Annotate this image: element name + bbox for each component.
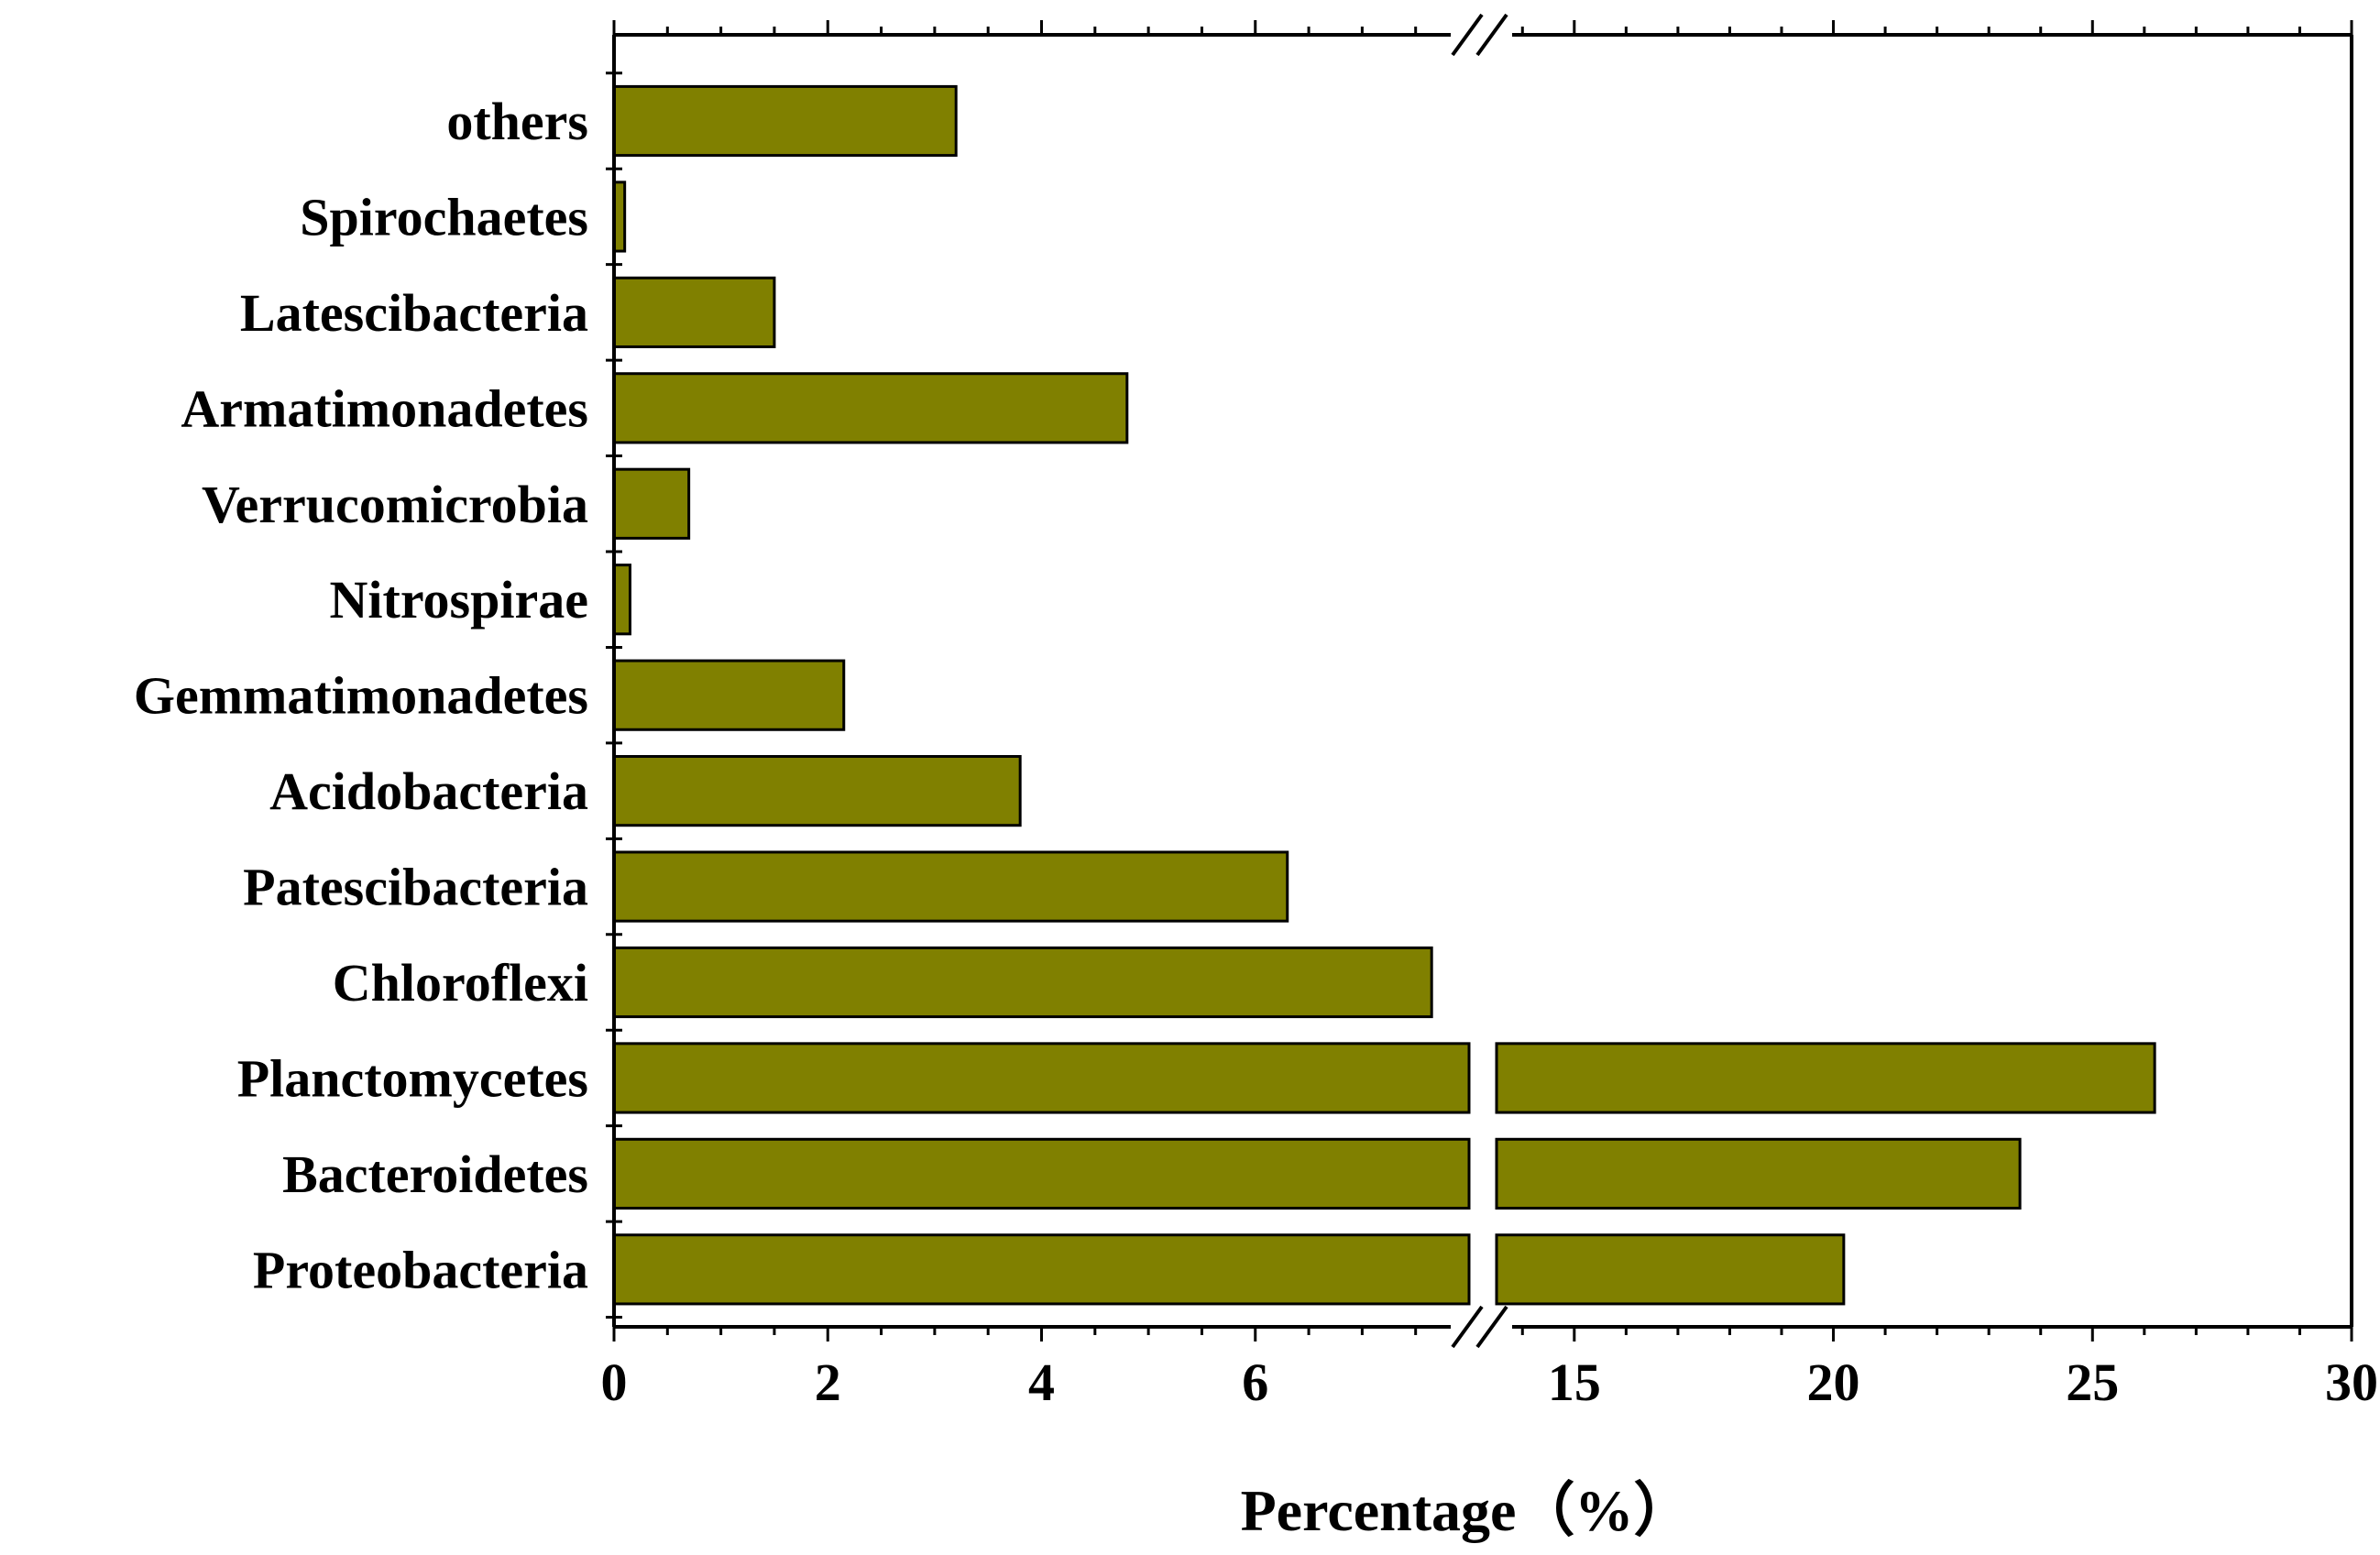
category-label-acidobacteria: Acidobacteria — [269, 761, 588, 821]
bar-gemmatimonadetes — [612, 659, 846, 731]
bar-proteobacteria-low-segment — [612, 1233, 1471, 1306]
bar-proteobacteria — [1495, 1233, 1846, 1306]
category-label-patescibacteria: Patescibacteria — [243, 858, 588, 917]
bar-bacteroidetes-low-segment — [612, 1137, 1471, 1210]
x-tick-label-6: 6 — [1242, 1352, 1268, 1412]
x-tick-label-20: 20 — [1807, 1352, 1860, 1412]
category-label-planctomycetes: Planctomycetes — [237, 1048, 588, 1108]
category-label-spirochaetes: Spirochaetes — [300, 187, 588, 246]
category-label-others: others — [446, 92, 588, 151]
category-label-armatimonadetes: Armatimonadetes — [181, 378, 588, 438]
x-axis-title: Percentage（%） — [1241, 1478, 1693, 1543]
bar-armatimonadetes — [612, 372, 1129, 444]
bottom-break-mark — [1451, 1305, 1484, 1349]
axis-ticks — [606, 20, 2353, 1341]
bar-planctomycetes — [1495, 1042, 2156, 1114]
bar-planctomycetes-low-segment — [612, 1042, 1471, 1114]
category-label-nitrospirae: Nitrospirae — [330, 570, 588, 630]
bottom-break-mark — [1475, 1305, 1508, 1349]
category-label-bacteroidetes: Bacteroidetes — [282, 1144, 588, 1204]
bar-nitrospirae — [612, 564, 631, 636]
top-break-mark — [1475, 13, 1508, 57]
x-tick-label-30: 30 — [2325, 1352, 2378, 1412]
category-label-verrucomicrobia: Verrucomicrobia — [202, 475, 588, 534]
bar-acidobacteria — [612, 755, 1022, 827]
category-label-chloroflexi: Chloroflexi — [333, 953, 588, 1013]
bar-others — [612, 84, 958, 158]
category-label-proteobacteria: Proteobacteria — [253, 1240, 588, 1299]
x-tick-labels: 0 2 4 6 15 20 25 30 — [601, 1352, 2379, 1412]
x-tick-label-15: 15 — [1548, 1352, 1601, 1412]
plot-frame — [612, 13, 2353, 1349]
x-tick-label-25: 25 — [2066, 1352, 2119, 1412]
bar-latescibacteria — [612, 276, 776, 348]
category-label-gemmatimonadetes: Gemmatimonadetes — [134, 666, 588, 726]
bar-verrucomicrobia — [612, 467, 691, 540]
bars-layer — [612, 84, 2156, 1306]
top-break-mark — [1451, 13, 1484, 57]
x-tick-label-4: 4 — [1028, 1352, 1055, 1412]
bar-patescibacteria — [612, 850, 1289, 923]
x-tick-label-0: 0 — [601, 1352, 628, 1412]
category-labels: others Spirochaetes Latescibacteria Armatim… — [134, 92, 588, 1299]
bar-bacteroidetes — [1495, 1137, 2022, 1210]
x-tick-label-2: 2 — [815, 1352, 841, 1412]
bar-chloroflexi — [612, 946, 1433, 1019]
category-label-latescibacteria: Latescibacteria — [240, 283, 588, 343]
